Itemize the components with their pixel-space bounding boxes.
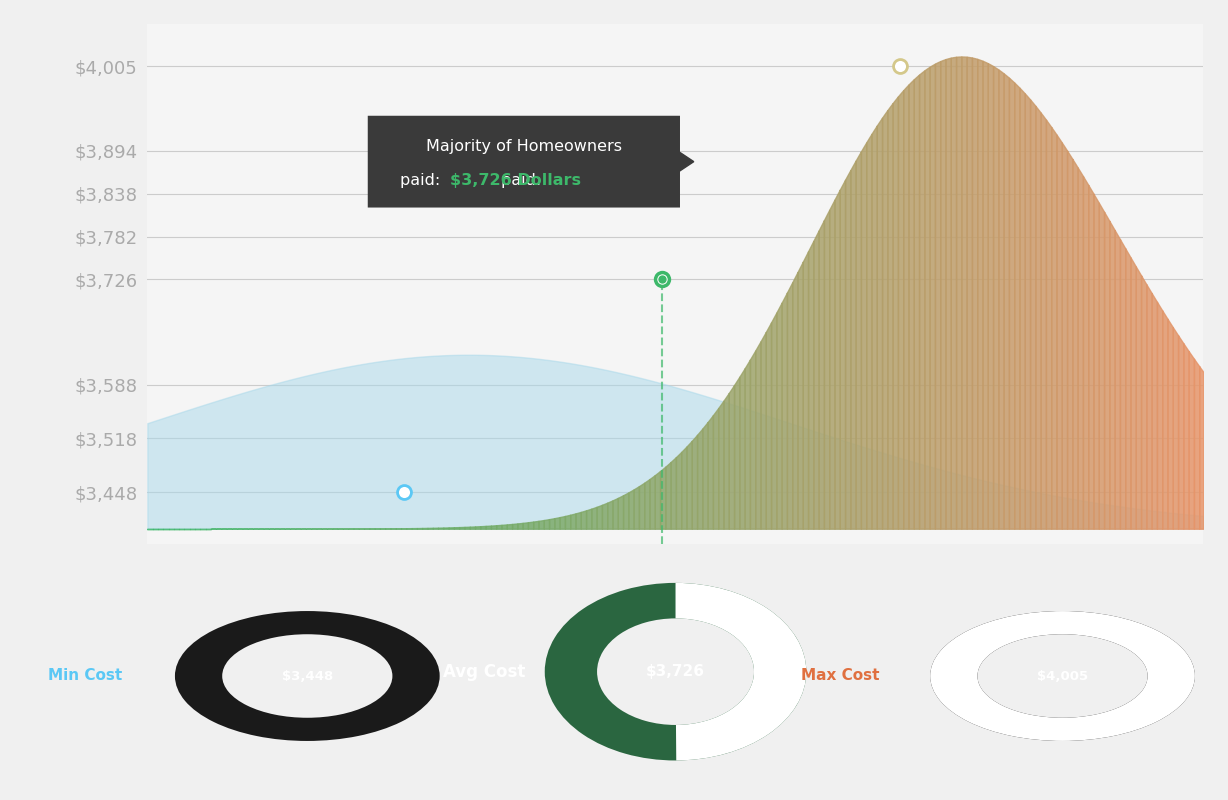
- Wedge shape: [545, 583, 807, 761]
- Text: Max Cost: Max Cost: [801, 669, 879, 683]
- Wedge shape: [930, 611, 1195, 741]
- Wedge shape: [675, 583, 807, 761]
- Text: paid:: paid:: [501, 174, 546, 188]
- Text: paid:: paid:: [400, 174, 446, 188]
- FancyBboxPatch shape: [367, 116, 680, 207]
- Wedge shape: [930, 611, 1195, 741]
- Text: $4,005: $4,005: [1036, 670, 1088, 682]
- Text: $3,448: $3,448: [281, 670, 333, 682]
- Text: $3,726 Dollars: $3,726 Dollars: [451, 174, 581, 188]
- Wedge shape: [174, 611, 440, 741]
- Polygon shape: [670, 146, 694, 177]
- Text: $3,726: $3,726: [646, 664, 705, 679]
- Text: Min Cost: Min Cost: [48, 669, 123, 683]
- Text: Avg Cost: Avg Cost: [442, 662, 524, 681]
- Text: Majority of Homeowners: Majority of Homeowners: [426, 139, 621, 154]
